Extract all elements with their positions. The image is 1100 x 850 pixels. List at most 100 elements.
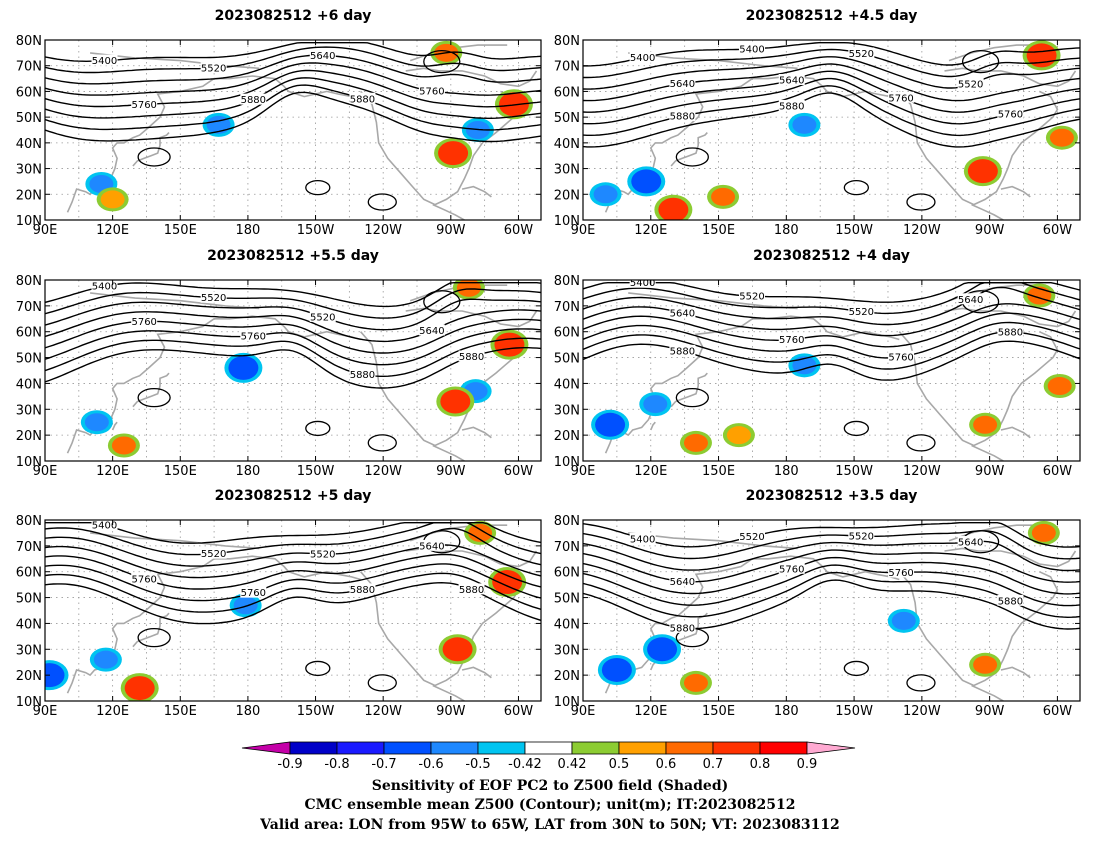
contour-label: 5400 — [92, 56, 117, 67]
contour-label-bg — [957, 78, 984, 90]
coastline — [90, 532, 260, 550]
y-tick-label: 40N — [554, 617, 580, 632]
y-tick-label: 50N — [16, 111, 42, 126]
sensitivity-core — [792, 115, 817, 134]
sensitivity-core — [967, 159, 998, 184]
contour-label-bg — [669, 307, 696, 319]
contour-label-bg — [888, 91, 915, 103]
coastline — [432, 203, 465, 220]
colorbar-swatch — [618, 741, 667, 755]
contour-label-bg — [91, 280, 118, 292]
footer-line-3: Valid area: LON from 95W to 65W, LAT fro… — [259, 817, 840, 833]
z500-contour — [906, 434, 936, 452]
sensitivity-core — [601, 657, 632, 682]
z500-contour — [137, 147, 171, 167]
x-tick-label: 90E — [33, 464, 58, 479]
y-tick-label: 70N — [16, 60, 42, 75]
map-area: 5400 5520 5520 5640 5760 5760 5880 5880 — [45, 520, 541, 701]
y-tick-label: 70N — [554, 60, 580, 75]
y-tick-label: 10N — [554, 455, 580, 470]
x-tick-label: 60W — [504, 223, 534, 238]
contour-label-bg — [669, 344, 696, 356]
y-tick-label: 30N — [16, 403, 42, 418]
y-tick-label: 30N — [554, 163, 580, 178]
z500-contour — [45, 572, 541, 613]
z500-contour — [906, 674, 936, 692]
z500-contour — [583, 556, 1080, 595]
colorbar-swatch — [289, 741, 338, 755]
x-tick-label: 120E — [96, 704, 129, 719]
y-tick-label: 40N — [554, 377, 580, 392]
x-tick-label: 120W — [903, 464, 941, 479]
contour-label-bg — [629, 51, 656, 63]
contour-label-bg — [738, 290, 765, 302]
contour-label: 5880 — [998, 327, 1023, 338]
panel-frame — [44, 279, 542, 462]
contour-label: 5760 — [131, 100, 156, 111]
z500-contour — [45, 298, 541, 331]
contour-label: 5400 — [630, 278, 655, 289]
contour-label-bg — [669, 77, 696, 89]
x-tick-label: 180 — [235, 704, 260, 719]
colorbar-arrow-left — [241, 741, 291, 755]
contour-label: 5640 — [958, 295, 983, 306]
x-tick-label: 180 — [774, 464, 799, 479]
x-tick-label: 150W — [297, 223, 335, 238]
contour-label: 5760 — [888, 352, 913, 363]
contour-label-bg — [778, 73, 805, 85]
contour-label-bg — [778, 562, 805, 574]
y-tick-label: 40N — [16, 137, 42, 152]
contour-label-bg — [957, 536, 984, 548]
coastline — [1000, 666, 1031, 679]
colorbar-tick-label: 0.9 — [797, 757, 818, 772]
z500-contour — [367, 434, 397, 452]
x-tick-label: 150E — [164, 464, 197, 479]
x-tick-label: 60W — [504, 704, 534, 719]
z500-contour — [906, 193, 936, 211]
z500-contour — [367, 193, 397, 211]
contour-label: 5520 — [849, 532, 874, 543]
contour-label-bg — [669, 621, 696, 633]
x-tick-label: 150E — [702, 464, 735, 479]
colorbar-swatch — [477, 741, 526, 755]
y-tick-label: 20N — [554, 669, 580, 684]
contour-label: 5760 — [779, 564, 804, 575]
panel-frame — [582, 39, 1081, 221]
y-tick-label: 70N — [554, 540, 580, 555]
colorbar-tick-label: 0.7 — [703, 757, 724, 772]
y-tick-label: 10N — [554, 214, 580, 229]
contour-label-bg — [848, 47, 875, 59]
x-tick-label: 60W — [1043, 704, 1073, 719]
footer-line-1: Sensitivity of EOF PC2 to Z500 field (Sh… — [372, 778, 728, 794]
sensitivity-core — [891, 611, 916, 630]
x-tick-label: 150E — [702, 223, 735, 238]
x-tick-label: 60W — [1043, 223, 1073, 238]
y-tick-label: 80N — [554, 34, 580, 49]
contour-label-bg — [848, 530, 875, 542]
z500-contour — [583, 549, 1080, 583]
z500-contour — [423, 49, 461, 74]
z500-contour — [45, 77, 541, 119]
y-tick-label: 30N — [16, 163, 42, 178]
colorbar-tick-label: -0.5 — [465, 757, 490, 772]
y-tick-label: 80N — [16, 34, 42, 49]
z500-contour — [583, 312, 1080, 348]
x-tick-label: 150W — [835, 704, 873, 719]
z500-contour — [583, 340, 1080, 381]
contour-label: 5880 — [459, 585, 484, 596]
z500-contour — [583, 286, 1080, 326]
colorbar-tick-label: -0.7 — [371, 757, 396, 772]
sensitivity-core — [643, 395, 668, 414]
contour-label: 5760 — [888, 568, 913, 579]
colorbar-tick-label: 0.8 — [750, 757, 771, 772]
z500-contour — [45, 62, 541, 96]
contour-label-bg — [848, 305, 875, 317]
map-area: 5400 5520 5520 5640 5640 5760 5760 5880 5880 — [583, 278, 1080, 461]
contour-label-bg — [418, 539, 445, 551]
z500-contour — [45, 527, 541, 567]
contour-label-bg — [91, 54, 118, 66]
z500-contour — [583, 540, 1080, 572]
coastline — [405, 307, 538, 328]
coastline — [944, 307, 1077, 328]
contour-label-bg — [997, 108, 1024, 120]
